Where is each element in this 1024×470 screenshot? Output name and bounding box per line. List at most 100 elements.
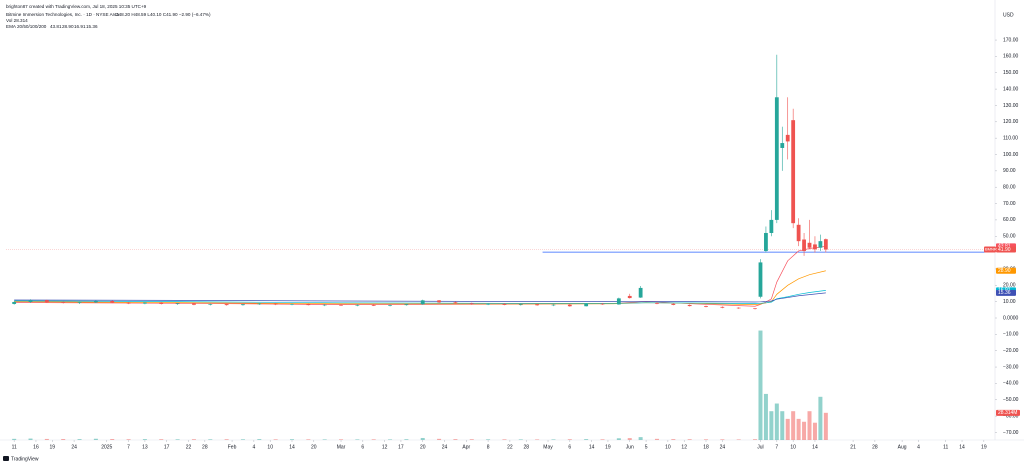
candle-body	[807, 242, 812, 248]
y-tick-label: 120.00	[1003, 119, 1019, 125]
volume-bar	[638, 437, 643, 440]
x-tick-label: 13	[142, 444, 148, 450]
x-tick-label: 14	[812, 444, 818, 450]
candle-body	[791, 120, 796, 224]
volume-bar	[720, 439, 725, 440]
volume-bar	[404, 439, 409, 440]
candle-body	[769, 219, 774, 233]
volume-bar	[159, 439, 164, 440]
volume-bar	[600, 439, 605, 440]
x-tick-label: 24	[720, 444, 726, 450]
symbol-tag-box	[984, 246, 996, 253]
candle-body	[469, 303, 474, 305]
y-tick-label: −50.00	[1003, 397, 1019, 403]
volume-bar	[273, 439, 278, 440]
volume-label: 28.314M	[998, 410, 1017, 416]
x-tick-label: 6	[568, 444, 571, 450]
candle-body	[257, 303, 262, 305]
candle-body	[420, 300, 425, 305]
volume-bar	[126, 439, 131, 440]
volume-bar	[306, 439, 311, 440]
x-tick-label: Jul	[757, 444, 763, 450]
candle-body	[736, 307, 741, 309]
x-tick-label: 28	[872, 444, 878, 450]
volume-bar	[175, 439, 180, 440]
y-tick-label: 80.00	[1003, 185, 1016, 191]
x-tick-label: 28	[523, 444, 529, 450]
volume-legend: Vol 28.314	[6, 18, 28, 23]
candle-body	[339, 304, 343, 306]
ema-legend: EMA 20/50/100/200	[6, 24, 47, 29]
volume-bar	[780, 411, 785, 440]
volume-bar	[616, 438, 621, 440]
ema-value: 28.90	[62, 24, 74, 29]
volume-bar	[437, 438, 442, 440]
volume-bar	[802, 421, 807, 440]
volume-bar	[469, 439, 474, 440]
candle-body	[616, 298, 621, 305]
candle-body	[192, 303, 196, 305]
candle-body	[126, 302, 131, 304]
candle-body	[77, 302, 82, 303]
volume-bar	[567, 439, 572, 440]
volume-bar	[61, 439, 66, 440]
volume-bar	[388, 439, 393, 440]
y-tick-label: 140.00	[1003, 86, 1019, 92]
x-tick-label: May	[543, 444, 553, 450]
volume-bar	[671, 439, 676, 440]
candle-body	[796, 224, 801, 242]
candle-body	[486, 303, 491, 305]
y-tick-label: 100.00	[1003, 152, 1019, 158]
candle-body	[518, 304, 523, 306]
candle-body	[687, 304, 692, 307]
candle-body	[110, 301, 115, 303]
x-tick-label: 10	[267, 444, 273, 450]
y-tick-label: 10.00	[1003, 299, 1016, 305]
x-tick-label: Aug	[898, 444, 907, 450]
volume-bar	[257, 439, 262, 440]
x-tick-label: 21	[850, 444, 856, 450]
x-tick-label: 10	[665, 444, 671, 450]
y-tick-label: 50.00	[1003, 234, 1016, 240]
x-tick-label: 6	[361, 444, 364, 450]
x-tick-label: 2025	[101, 444, 112, 450]
candle-body	[306, 303, 311, 306]
volume-bar	[191, 439, 196, 440]
x-tick-label: 14	[589, 444, 595, 450]
ohlc: O48.20 H48.59 L40.10 C41.90 −2.90 (−6.47…	[115, 12, 211, 17]
x-tick-label: 10	[790, 444, 796, 450]
volume-bar	[93, 438, 98, 440]
ema-value: 43.81	[50, 24, 62, 29]
volume-bar	[486, 439, 491, 440]
x-tick-label: 17	[398, 444, 404, 450]
candle-body	[753, 308, 757, 310]
y-tick-label: −30.00	[1003, 364, 1019, 370]
volume-label-box	[996, 409, 1020, 416]
x-tick-label: Mar	[337, 444, 346, 450]
y-tick-label: −20.00	[1003, 348, 1019, 354]
candle-body	[535, 304, 540, 306]
candle-body	[638, 287, 643, 298]
x-tick-label: 8	[487, 444, 490, 450]
x-tick-label: 11	[943, 444, 948, 450]
credit: brighton87 created with TradingView.com,…	[6, 4, 147, 9]
candle-body	[780, 143, 785, 148]
candle-body	[813, 244, 817, 250]
candle-body	[584, 303, 589, 307]
candle-body	[551, 304, 556, 306]
candles	[6, 54, 995, 440]
candle-body	[785, 134, 790, 142]
x-tick-label: 12	[681, 444, 687, 450]
volume-bar	[535, 439, 540, 440]
volume-bar	[355, 439, 360, 440]
volume-bar	[654, 438, 659, 440]
volume-bar	[12, 438, 17, 440]
x-tick-label: 4	[917, 444, 920, 450]
x-tick-label: Apr	[462, 444, 470, 450]
x-tick-label: 19	[981, 444, 987, 450]
y-tick-label: 110.00	[1003, 135, 1018, 141]
volume-bar	[502, 439, 507, 440]
price-label-box	[996, 289, 1016, 296]
